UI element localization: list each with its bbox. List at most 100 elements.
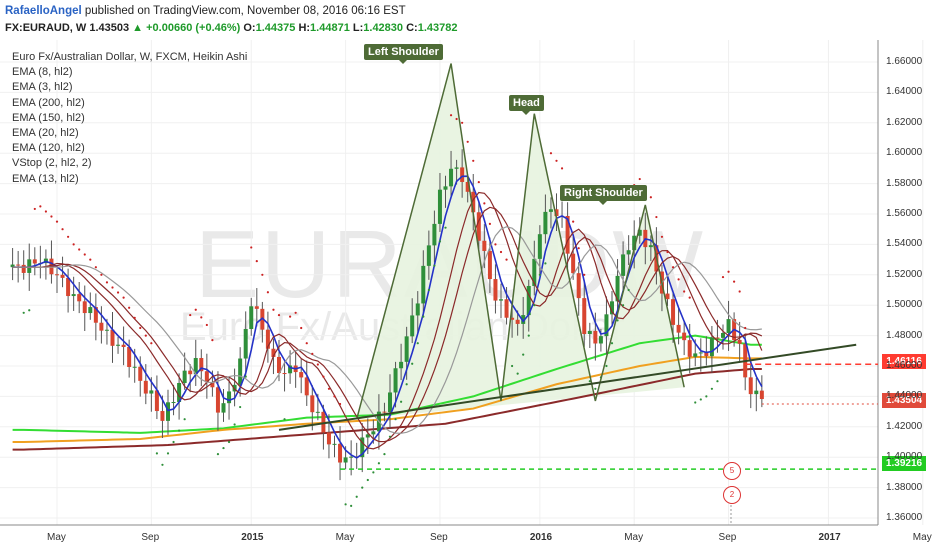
candle-body xyxy=(55,274,59,276)
head-and-shoulders-outline xyxy=(355,63,685,420)
vstop-dot xyxy=(111,286,114,289)
vstop-dot xyxy=(733,280,736,283)
legend-item[interactable]: EMA (8, hl2) xyxy=(12,66,73,79)
vstop-dot xyxy=(333,395,336,398)
x-tick-label: Sep xyxy=(429,532,448,543)
candle-body xyxy=(676,324,681,333)
candle-body xyxy=(271,348,276,357)
candle-body xyxy=(709,337,714,357)
vstop-dot xyxy=(649,196,652,199)
vstop-dot xyxy=(377,462,380,465)
x-tick-label: May xyxy=(47,532,66,543)
vstop-dot xyxy=(222,446,225,450)
legend-item[interactable]: EMA (120, hl2) xyxy=(12,142,85,155)
candle-body xyxy=(66,277,71,297)
vstop-dot xyxy=(172,440,175,444)
legend-item[interactable]: EMA (150, hl2) xyxy=(12,111,85,124)
vstop-dot xyxy=(83,253,86,256)
candle-body xyxy=(665,293,670,300)
vstop-dot xyxy=(183,418,186,421)
event-marker-icon[interactable]: 2 xyxy=(723,486,741,504)
vstop-dot xyxy=(688,296,691,299)
vstop-dot xyxy=(716,380,719,383)
candle-body xyxy=(437,189,442,224)
left-shoulder-label: Left Shoulder xyxy=(364,44,443,64)
vstop-dot xyxy=(155,452,158,455)
vstop-dot xyxy=(139,326,142,330)
price-chart[interactable] xyxy=(0,40,932,550)
candle-body xyxy=(698,352,703,354)
high-label: H: xyxy=(298,22,311,34)
candle-body xyxy=(221,403,226,413)
vstop-dot xyxy=(455,117,458,121)
legend-item[interactable]: EMA (20, hl2) xyxy=(12,127,79,140)
chart-legend: Euro Fx/Australian Dollar, W, FXCM, Heik… xyxy=(12,50,247,187)
vstop-dot xyxy=(444,226,447,229)
candle-body xyxy=(116,344,121,346)
open-label: O: xyxy=(243,22,256,34)
candle-body xyxy=(154,390,159,412)
y-tick-label: 1.38000 xyxy=(886,481,923,493)
vstop-dot xyxy=(361,486,364,489)
vstop-dot xyxy=(311,352,314,355)
legend-item[interactable]: EMA (3, hl2) xyxy=(12,81,73,94)
y-tick-label: 1.60000 xyxy=(886,147,923,159)
candle-body xyxy=(637,229,642,236)
candle-body xyxy=(210,382,215,388)
candle-body xyxy=(693,353,698,357)
x-tick-label: May xyxy=(335,532,355,543)
candle-body xyxy=(432,223,437,246)
vstop-dot xyxy=(694,401,697,404)
vstop-dot xyxy=(266,291,269,294)
vstop-dot xyxy=(305,342,308,345)
vstop-dot xyxy=(28,309,31,312)
vstop-dot xyxy=(189,313,192,317)
candle-body xyxy=(537,234,542,259)
y-tick-label: 1.44000 xyxy=(886,390,923,402)
vstop-dot xyxy=(205,323,208,327)
symbol-label: FX:EURAUD, W xyxy=(5,22,87,34)
candle-body xyxy=(671,299,676,325)
vstop-dot xyxy=(383,453,386,456)
vstop-dot xyxy=(289,315,292,318)
vstop-dot xyxy=(544,262,547,265)
candle-body xyxy=(304,377,309,396)
vstop-dot xyxy=(538,273,541,276)
vstop-dot xyxy=(33,207,36,211)
candle-body xyxy=(60,274,65,278)
vstop-dot xyxy=(477,180,480,184)
candle-body xyxy=(254,306,259,309)
author-link[interactable]: RafaelloAngel xyxy=(5,5,82,17)
vstop-dot xyxy=(78,248,81,251)
y-tick-label: 1.66000 xyxy=(886,56,923,67)
candle-body xyxy=(748,377,753,395)
candle-body xyxy=(16,264,21,266)
y-tick-label: 1.42000 xyxy=(886,420,923,432)
vstop-dot xyxy=(39,205,42,208)
candle-body xyxy=(454,167,459,169)
candle-body xyxy=(71,294,76,297)
event-marker-icon[interactable]: 5 xyxy=(723,462,741,480)
vstop-dot xyxy=(522,353,525,356)
y-tick-label: 1.54000 xyxy=(886,238,923,250)
vstop-dot xyxy=(338,402,342,406)
candle-body xyxy=(393,368,398,393)
vstop-dot xyxy=(366,478,369,482)
head-label: Head xyxy=(509,95,544,115)
vstop-dot xyxy=(577,247,580,250)
vstop-dot xyxy=(683,290,686,293)
vstop-dot xyxy=(572,220,575,223)
vstop-dot xyxy=(133,316,136,319)
y-tick-label: 1.50000 xyxy=(886,299,923,311)
candle-body xyxy=(243,329,248,359)
legend-item[interactable]: EMA (200, hl2) xyxy=(12,96,85,109)
candle-body xyxy=(543,211,548,235)
vstop-dot xyxy=(55,220,59,223)
candle-body xyxy=(249,306,254,330)
vstop-dot xyxy=(527,334,530,337)
legend-item[interactable]: VStop (2, hl2, 2) xyxy=(12,157,92,170)
candle-body xyxy=(487,250,492,280)
current-price-tag: 1.43504 xyxy=(882,393,926,408)
vstop-dot xyxy=(433,264,436,267)
legend-item[interactable]: EMA (13, hl2) xyxy=(12,172,79,185)
